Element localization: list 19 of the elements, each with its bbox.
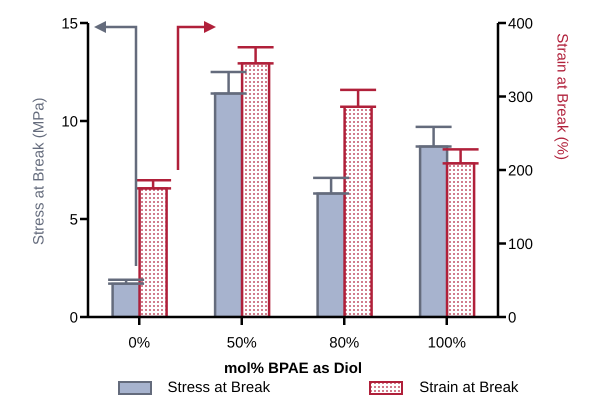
y2-tick-label: 400 [508,15,534,32]
y-tick-label: 15 [61,15,78,32]
x-tick-label: 50% [226,334,257,352]
x-tick-label: 80% [329,334,360,352]
y-tick-label: 10 [61,113,78,130]
y2-axis-title: Strain at Break (%) [554,33,571,160]
y-axis-title: Stress at Break (MPa) [30,97,48,245]
x-axis-title: mol% BPAE as Diol [224,360,362,377]
x-tick-label: 100% [428,334,466,352]
y2-tick-label: 300 [508,88,534,106]
legend-label: Stress at Break [168,379,270,396]
bar [138,187,168,317]
y2-tick-label: 100 [508,236,534,253]
y-tick-label: 0 [70,309,78,326]
x-tick-label: 0% [128,334,150,352]
y-tick-label: 5 [70,211,78,228]
y2-tick-label: 0 [508,309,516,326]
legend-label: Strain at Break [419,379,518,396]
y2-tick-label: 200 [508,162,534,180]
